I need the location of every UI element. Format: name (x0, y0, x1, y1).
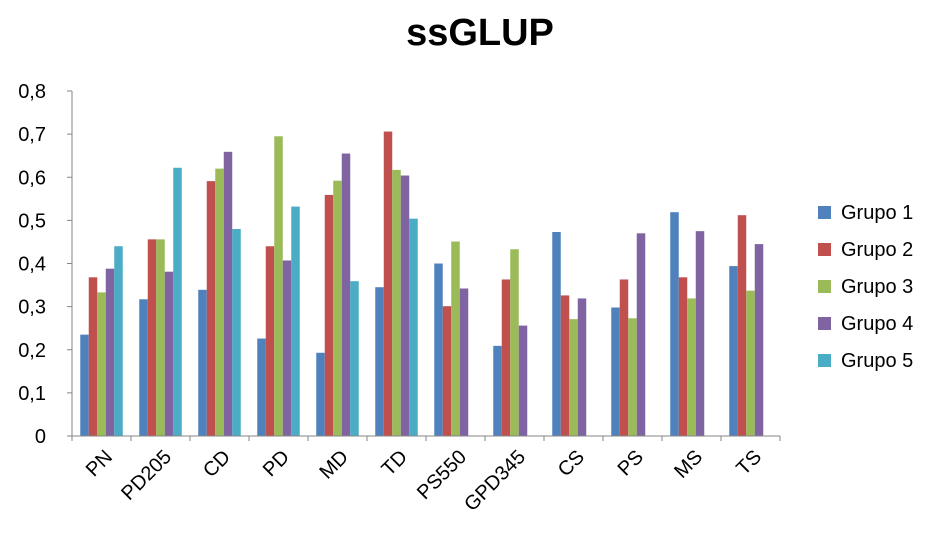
bar (577, 298, 587, 436)
bar (147, 239, 157, 436)
bar (274, 136, 283, 436)
x-tick-label: PS (614, 446, 648, 480)
x-tick-label: CD (199, 446, 235, 482)
bar (316, 352, 325, 436)
bar (232, 229, 241, 436)
bar (375, 287, 384, 436)
bar (265, 246, 275, 436)
bar (442, 306, 452, 436)
bar (350, 281, 359, 436)
bar (156, 239, 165, 436)
bar (400, 175, 410, 436)
bar (341, 153, 351, 436)
x-tick-label: GPD345 (460, 446, 530, 516)
bar (324, 194, 334, 436)
bar (569, 319, 578, 436)
bar (173, 167, 182, 436)
x-tick-label: PS550 (413, 446, 471, 504)
bar (611, 307, 620, 436)
legend-swatch (818, 206, 831, 219)
bar (206, 181, 216, 436)
bar (97, 292, 106, 436)
y-tick-label: 0,3 (18, 297, 46, 319)
bar (510, 249, 519, 436)
bar (164, 271, 174, 436)
y-tick-label: 0,7 (18, 124, 46, 146)
bar (619, 279, 629, 436)
bar (729, 266, 738, 436)
y-tick-label: 0,1 (18, 383, 46, 405)
legend-swatch (818, 243, 831, 256)
bar (105, 268, 115, 436)
bar (215, 168, 224, 436)
bar (754, 244, 764, 436)
legend-label: Grupo 1 (841, 202, 913, 224)
bar (746, 290, 755, 436)
bar (434, 263, 443, 436)
bar (291, 206, 300, 436)
bar (88, 277, 98, 436)
y-tick-label: 0,6 (18, 167, 46, 189)
bar (409, 218, 418, 436)
chart-title: ssGLUP (406, 12, 554, 54)
legend-label: Grupo 3 (841, 276, 913, 298)
bar (282, 260, 292, 436)
y-tick-label: 0,4 (18, 254, 46, 276)
y-tick-label: 0,8 (18, 81, 46, 103)
x-tick-label: MD (315, 446, 353, 484)
legend: Grupo 1 Grupo 2 Grupo 3 Grupo 4 Grupo 5 (818, 202, 913, 372)
bar (687, 298, 696, 436)
bar (670, 212, 679, 436)
bar (560, 295, 570, 436)
bar (198, 289, 207, 436)
bars (80, 131, 764, 437)
legend-swatch (818, 317, 831, 330)
bar (114, 246, 123, 436)
bar (737, 215, 747, 436)
x-tick-label: CS (554, 446, 589, 481)
legend-label: Grupo 4 (841, 313, 913, 335)
bar (383, 131, 393, 437)
bar (678, 277, 688, 436)
x-tick-label: TS (732, 446, 766, 480)
y-tick-label: 0 (35, 426, 46, 448)
bar (493, 345, 502, 436)
x-tick-label: TD (378, 446, 412, 480)
bar (223, 151, 233, 436)
y-axis: 0 0,1 0,2 0,3 0,4 0,5 0,6 0,7 0,8 (18, 81, 73, 448)
bar (139, 299, 148, 436)
bar (257, 338, 266, 436)
x-tick-label: PN (82, 446, 117, 481)
bar (459, 288, 469, 436)
y-tick-label: 0,2 (18, 340, 46, 362)
legend-swatch (818, 354, 831, 367)
bar (80, 334, 89, 436)
y-tick-label: 0,5 (18, 210, 46, 232)
bar (628, 318, 637, 436)
bar (392, 169, 401, 437)
x-tick-label: PD (259, 446, 294, 481)
legend-label: Grupo 2 (841, 239, 913, 261)
bar (501, 279, 511, 436)
legend-label: Grupo 5 (841, 350, 913, 372)
bar (695, 231, 705, 436)
bar (451, 241, 460, 436)
x-tick-label: PD205 (117, 446, 176, 505)
bar (636, 233, 646, 436)
bar (552, 232, 561, 436)
legend-swatch (818, 280, 831, 293)
bar (518, 325, 528, 436)
bar (333, 180, 342, 436)
x-tick-label: MS (670, 446, 707, 483)
